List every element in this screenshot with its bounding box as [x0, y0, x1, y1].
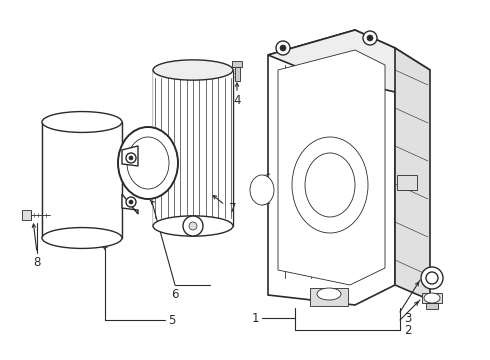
Circle shape: [421, 267, 443, 289]
Text: 7: 7: [229, 202, 237, 215]
Ellipse shape: [153, 216, 233, 236]
Circle shape: [426, 272, 438, 284]
Text: 8: 8: [33, 256, 41, 269]
Ellipse shape: [305, 153, 355, 217]
Bar: [42, 122, 122, 238]
Circle shape: [280, 45, 286, 51]
Ellipse shape: [317, 288, 341, 300]
Circle shape: [129, 200, 133, 204]
Polygon shape: [122, 194, 138, 214]
Bar: [22, 210, 31, 220]
Circle shape: [126, 197, 136, 207]
Circle shape: [189, 222, 197, 230]
Ellipse shape: [153, 60, 233, 80]
Polygon shape: [278, 50, 385, 285]
Circle shape: [129, 156, 133, 160]
Text: 4: 4: [233, 94, 241, 107]
Circle shape: [367, 35, 373, 41]
Polygon shape: [268, 30, 395, 305]
Bar: [153, 70, 233, 226]
Text: 2: 2: [404, 324, 412, 337]
Text: 6: 6: [171, 288, 179, 302]
Polygon shape: [122, 146, 138, 166]
Bar: [397, 175, 417, 190]
Bar: [232, 61, 242, 67]
Text: 3: 3: [404, 311, 412, 324]
Ellipse shape: [127, 137, 169, 189]
Ellipse shape: [250, 175, 274, 205]
Ellipse shape: [42, 228, 122, 248]
Bar: [235, 67, 240, 81]
Circle shape: [363, 31, 377, 45]
Text: 5: 5: [168, 314, 176, 327]
Circle shape: [276, 41, 290, 55]
Circle shape: [183, 216, 203, 236]
Ellipse shape: [42, 112, 122, 132]
Ellipse shape: [424, 293, 440, 303]
Text: 1: 1: [251, 311, 259, 324]
Polygon shape: [395, 48, 430, 300]
Bar: [310, 288, 348, 306]
Ellipse shape: [118, 127, 178, 199]
Circle shape: [126, 153, 136, 163]
Bar: [426, 303, 438, 309]
Ellipse shape: [292, 137, 368, 233]
Bar: [422, 293, 442, 303]
Polygon shape: [268, 30, 430, 92]
